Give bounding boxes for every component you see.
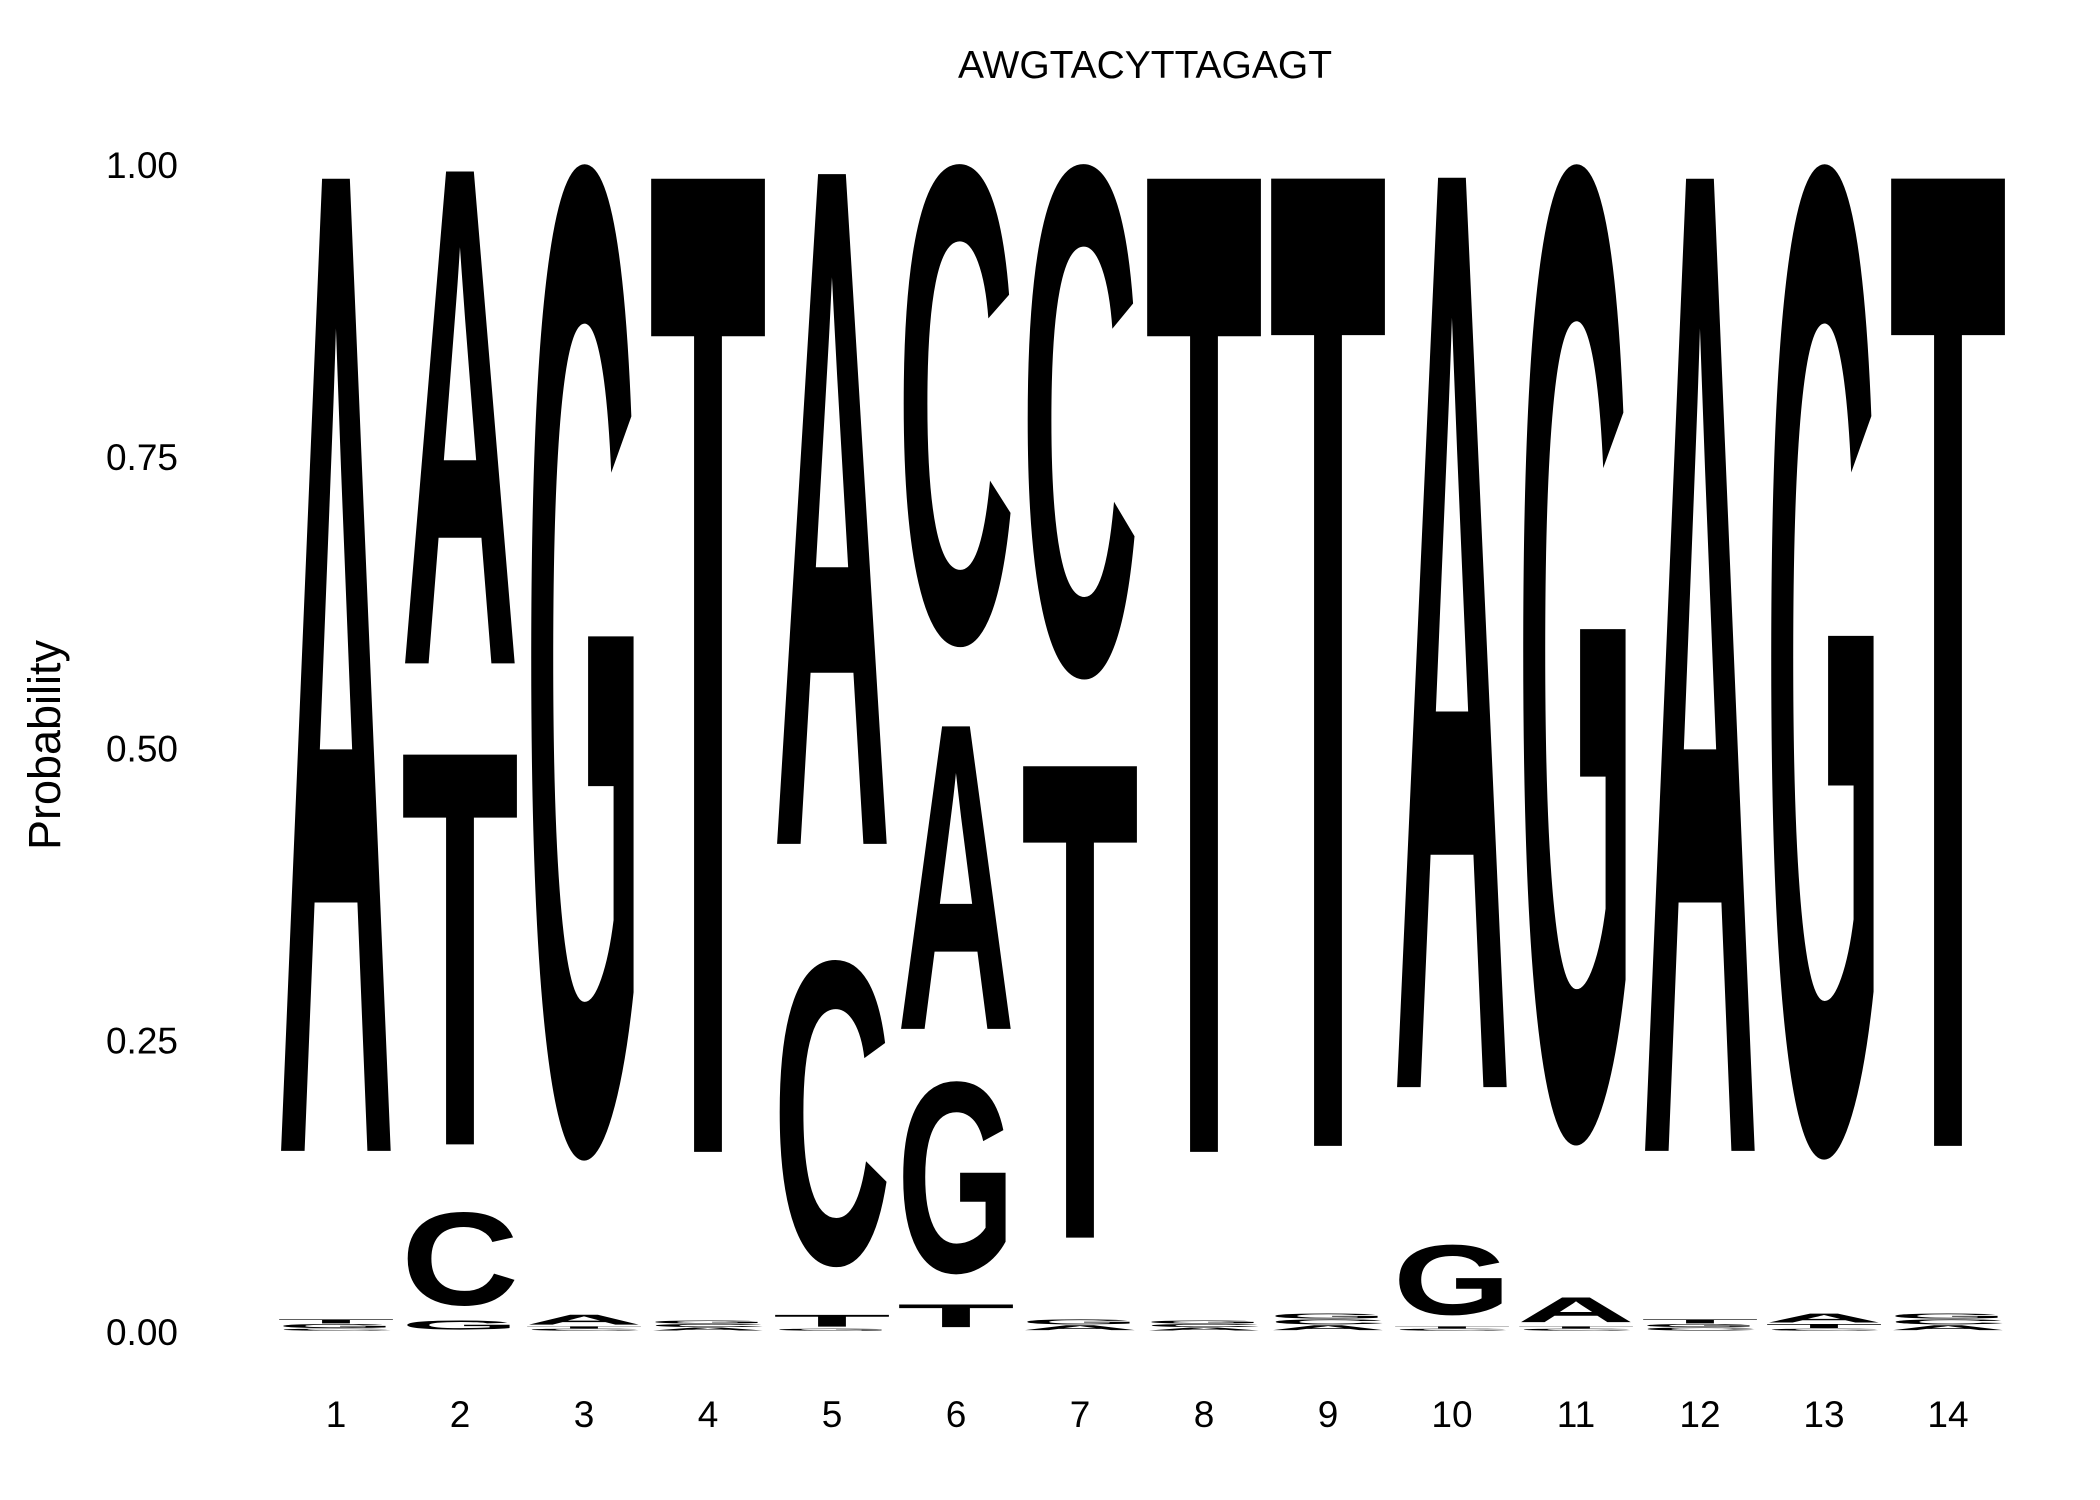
y-tick-label: 0.50	[106, 729, 178, 770]
x-tick-label: 14	[1927, 1394, 1968, 1435]
logo-letter-a: A	[1021, 1324, 1139, 1332]
logo-letter-g: G	[649, 1320, 767, 1325]
logo-letter-a: A	[277, 0, 395, 1452]
logo-letter-g: G	[1269, 1312, 1387, 1320]
logo-letter-g: G	[1145, 1320, 1263, 1325]
x-tick-label: 13	[1803, 1394, 1844, 1435]
logo-letter-c: C	[1393, 1328, 1511, 1331]
x-tick-label: 9	[1318, 1394, 1339, 1435]
logo-letter-a: A	[1393, 0, 1511, 1368]
logo-letter-g: G	[401, 1318, 519, 1332]
logo-letter-a: A	[1641, 0, 1759, 1452]
y-axis-label: Probability	[19, 639, 70, 850]
y-axis-ticks: 0.00 0.25 0.50 0.75 1.00	[106, 145, 178, 1353]
logo-letter-c: C	[1889, 1318, 2007, 1326]
logo-letter-g: G	[1021, 1318, 1139, 1326]
y-tick-label: 1.00	[106, 145, 178, 186]
logo-letter-t: T	[1765, 1323, 1883, 1329]
logo-letter-a: A	[525, 1312, 643, 1328]
logo-letter-a: A	[1269, 1324, 1387, 1332]
logo-letter-t: T	[773, 1311, 891, 1330]
x-tick-label: 10	[1431, 1394, 1472, 1435]
logo-letter-c: C	[1517, 1328, 1635, 1331]
logo-letter-t: T	[1393, 1326, 1511, 1329]
logo-letter-a: A	[773, 0, 891, 1050]
logo-letter-a: A	[1889, 1324, 2007, 1332]
logo-letter-t: T	[1021, 617, 1139, 1383]
x-tick-label: 1	[326, 1394, 347, 1435]
logo-letter-g: G	[773, 1328, 891, 1331]
logo-letter-t: T	[277, 1318, 395, 1324]
y-tick-label: 0.00	[106, 1312, 178, 1353]
chart-title: AWGTACYTTAGAGT	[958, 44, 1332, 87]
logo-letter-t: T	[1641, 1318, 1759, 1324]
logo-letter-c: C	[897, 24, 1015, 786]
logo-letter-c: C	[401, 1184, 519, 1333]
logo-letter-t: T	[525, 1326, 643, 1329]
logo-letter-c: C	[649, 1323, 767, 1328]
x-tick-label: 4	[698, 1394, 719, 1435]
logo-letter-t: T	[1145, 0, 1263, 1452]
logo-letter-a: A	[649, 1327, 767, 1332]
logo-letter-g: G	[1889, 1312, 2007, 1320]
logo-letter-c: C	[525, 1328, 643, 1331]
logo-letter-g: G	[1517, 0, 1635, 1426]
logo-letter-c: C	[277, 1328, 395, 1331]
logo-letter-g: G	[1641, 1323, 1759, 1328]
logo-letter-a: A	[1145, 1327, 1263, 1332]
x-tick-label: 12	[1679, 1394, 1720, 1435]
logo-letter-g: G	[525, 0, 643, 1446]
x-tick-label: 7	[1070, 1394, 1091, 1435]
x-tick-label: 11	[1557, 1394, 1595, 1435]
x-tick-label: 3	[574, 1394, 595, 1435]
logo-letter-g: G	[897, 1024, 1015, 1329]
logo-letter-c: C	[1269, 1318, 1387, 1326]
x-axis-ticks: 1 2 3 4 5 6 7 8 9 10 11 12 13 14	[326, 1394, 1969, 1435]
logo-letter-g: G	[1393, 1225, 1511, 1336]
logo-letter-t: T	[1517, 1326, 1635, 1329]
logo-letter-t: T	[897, 1298, 1015, 1334]
logo-letter-c: C	[1145, 1323, 1263, 1328]
x-tick-label: 8	[1194, 1394, 1215, 1435]
logo-letter-c: C	[1021, 13, 1139, 827]
x-tick-label: 2	[450, 1394, 471, 1435]
logo-letter-t: T	[1269, 0, 1387, 1444]
x-tick-label: 6	[946, 1394, 967, 1435]
logo-letter-t: T	[401, 632, 519, 1265]
logo-letter-g: G	[1765, 0, 1883, 1444]
logo-letter-c: C	[1641, 1327, 1759, 1332]
y-tick-label: 0.75	[106, 437, 178, 478]
logo-letter-c: C	[773, 871, 891, 1355]
logo-letter-g: G	[277, 1323, 395, 1329]
logo-letter-a: A	[1517, 1290, 1635, 1330]
logo-letter-a: A	[401, 15, 519, 815]
y-tick-label: 0.25	[106, 1020, 178, 1061]
logo-letter-c: C	[1765, 1328, 1883, 1331]
logo-letter-a: A	[1765, 1311, 1883, 1325]
logo-letter-a: A	[897, 632, 1015, 1122]
logo-letter-t: T	[1889, 0, 2007, 1444]
logo-letter-t: T	[649, 0, 767, 1452]
x-tick-label: 5	[822, 1394, 843, 1435]
